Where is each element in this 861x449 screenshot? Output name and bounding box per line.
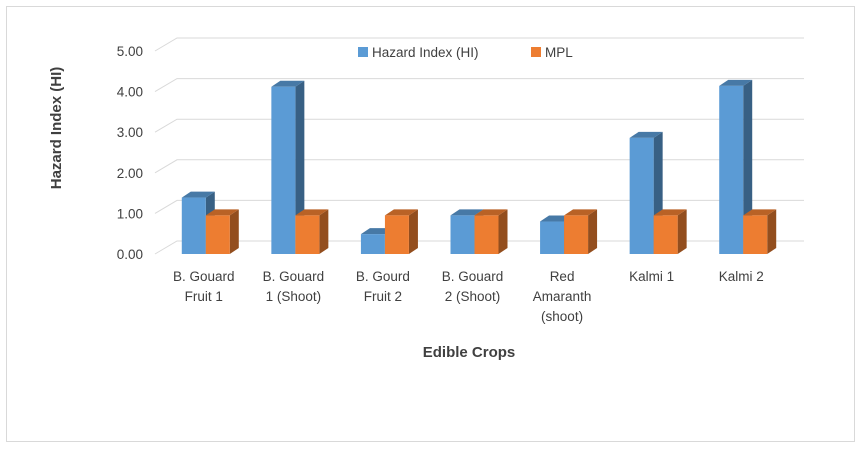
legend-swatch-mpl — [531, 47, 541, 57]
y-axis-ticks: 0.00 1.00 2.00 3.00 4.00 5.00 — [117, 44, 143, 262]
gridline — [154, 199, 804, 214]
legend: Hazard Index (HI) MPL — [358, 45, 573, 60]
bar-hazard-index-6 — [719, 79, 753, 254]
gridline — [154, 37, 804, 52]
x-tick-label: B. Gourd Fruit 2 — [356, 269, 410, 304]
y-tick-label: 5.00 — [117, 44, 143, 59]
y-tick-label: 0.00 — [117, 247, 143, 262]
gridline — [154, 78, 804, 93]
y-tick-label: 4.00 — [117, 85, 143, 100]
x-tick-label: Red Amaranth (shoot) — [533, 269, 592, 324]
bars — [181, 79, 777, 254]
x-tick-label: Kalmi 1 — [629, 269, 674, 284]
legend-label-mpl: MPL — [545, 45, 573, 60]
y-tick-label: 2.00 — [117, 166, 143, 181]
bar-mpl-2 — [384, 209, 418, 254]
legend-label-hazard-index: Hazard Index (HI) — [372, 45, 479, 60]
x-tick-label: B. Gouard 2 (Shoot) — [442, 269, 504, 304]
y-tick-label: 1.00 — [117, 206, 143, 221]
gridline — [154, 118, 804, 133]
y-tick-label: 3.00 — [117, 125, 143, 140]
bar-mpl-4 — [564, 209, 598, 254]
bar-hazard-index-1 — [271, 80, 305, 254]
bar-mpl-1 — [295, 209, 329, 254]
bar-mpl-0 — [205, 209, 239, 254]
x-axis-title: Edible Crops — [423, 344, 516, 361]
y-axis-title: Hazard Index (HI) — [48, 67, 65, 190]
bar-hazard-index-0 — [181, 191, 215, 254]
x-tick-label: B. Gouard 1 (Shoot) — [263, 269, 325, 304]
bar-mpl-3 — [474, 209, 508, 254]
bar-mpl-6 — [743, 209, 777, 254]
x-axis-ticks: B. Gouard Fruit 1 B. Gouard 1 (Shoot) B. Gou… — [173, 269, 764, 324]
x-tick-label: B. Gouard Fruit 1 — [173, 269, 235, 304]
legend-swatch-hazard-index — [358, 47, 368, 57]
gridline — [154, 159, 804, 174]
bar-mpl-5 — [653, 209, 687, 254]
x-tick-label: Kalmi 2 — [719, 269, 764, 284]
